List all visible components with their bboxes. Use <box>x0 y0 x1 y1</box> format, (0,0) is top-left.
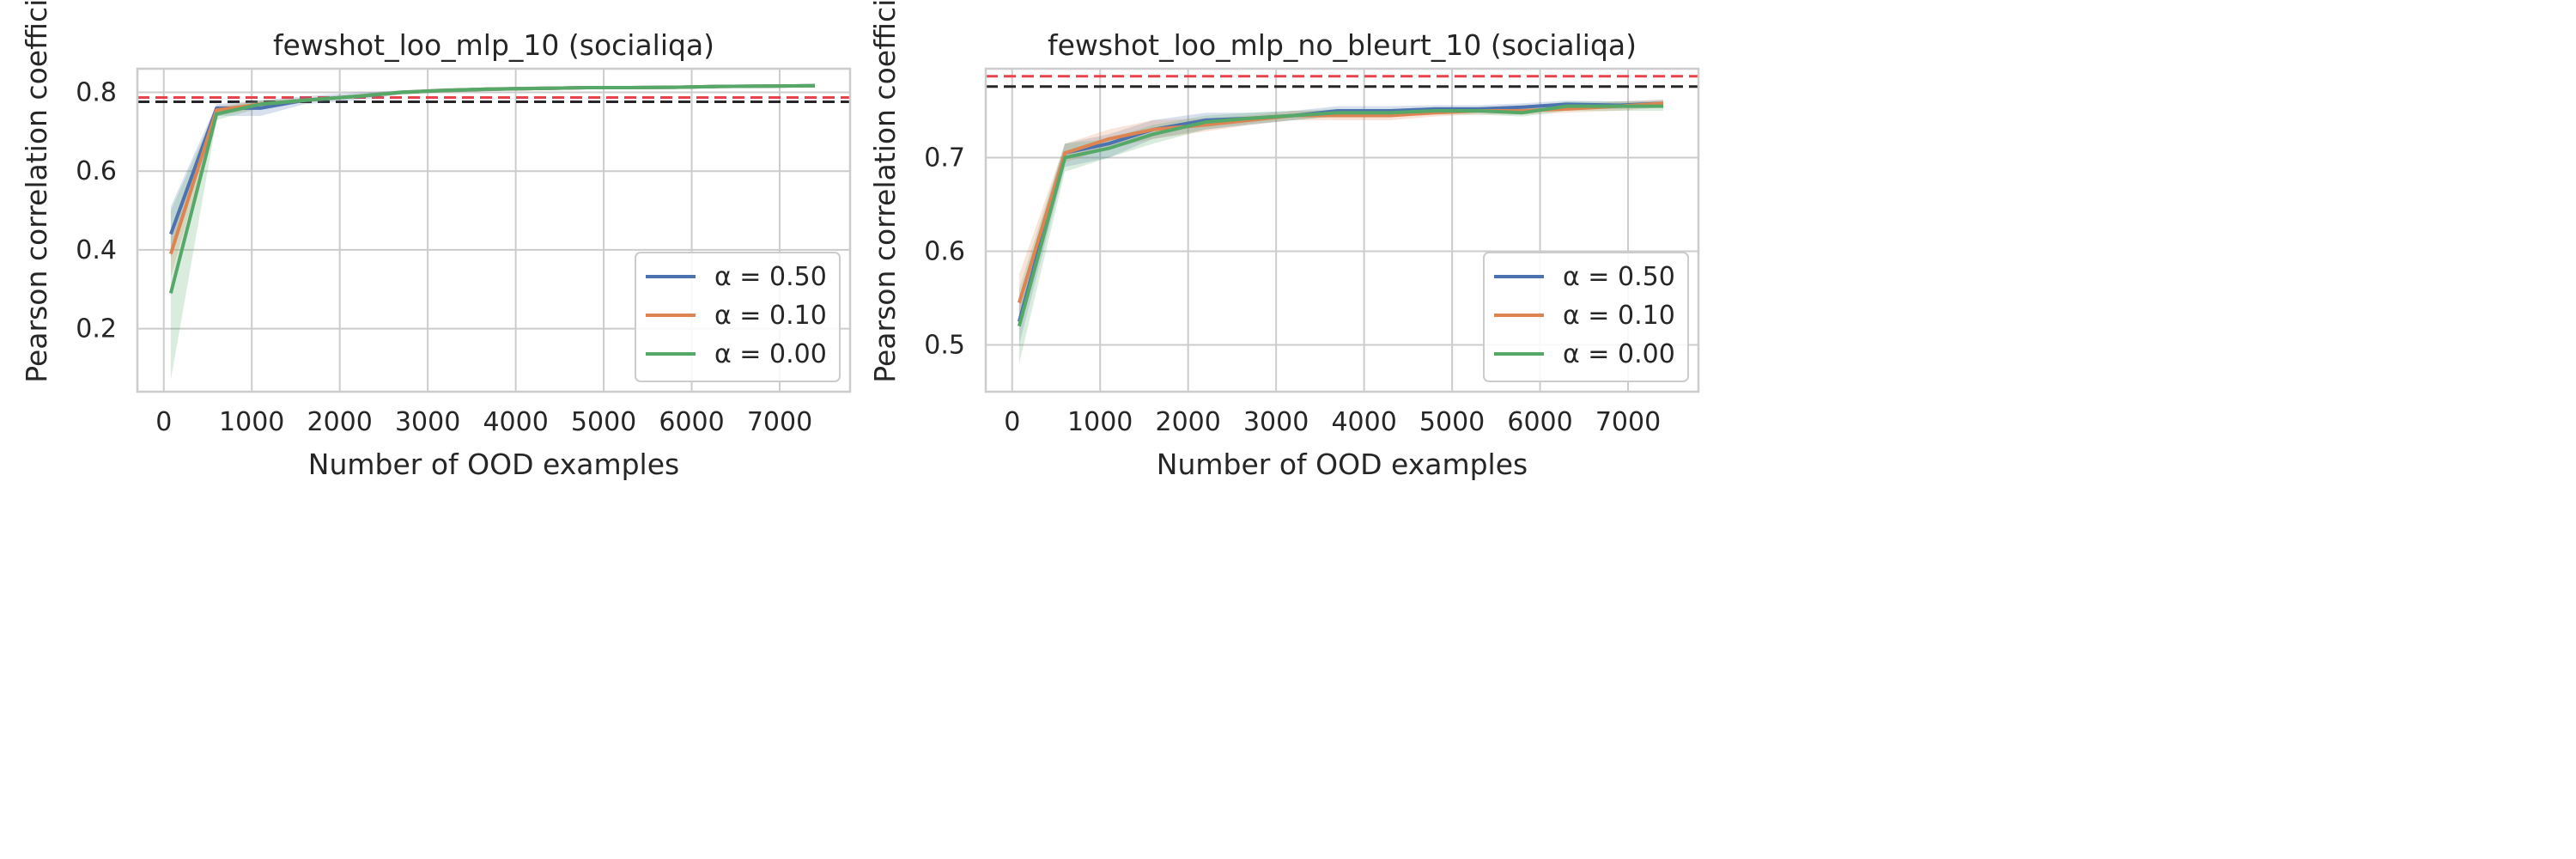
x-tick-label: 2000 <box>1155 407 1220 437</box>
x-tick-label: 7000 <box>747 407 812 437</box>
legend-label-1: α = 0.50 <box>714 262 827 292</box>
x-tick-label: 3000 <box>1243 407 1309 437</box>
y-tick-label: 0.7 <box>924 143 965 174</box>
series-line-1 <box>1017 101 1664 322</box>
x-tick-label: 6000 <box>659 407 724 437</box>
chart-title: fewshot_loo_mlp_10 (socialiqa) <box>273 28 714 62</box>
x-tick-label: 6000 <box>1507 407 1572 437</box>
legend-label-1: α = 0.50 <box>1563 262 1675 292</box>
legend-label-3: α = 0.00 <box>714 339 827 369</box>
plot-area <box>986 75 1698 364</box>
subplot-2: 0 1000 2000 3000 4000 5000 6000 7000 0.5 0.6 0.7 fe… <box>868 0 1700 481</box>
plot-area <box>137 83 850 381</box>
x-tick-label: 0 <box>1004 407 1020 437</box>
axes-frame <box>984 67 1700 393</box>
x-tick-label: 4000 <box>1331 407 1396 437</box>
legend: α = 0.50 α = 0.10 α = 0.00 <box>1483 252 1689 382</box>
legend-label-2: α = 0.10 <box>1563 301 1675 331</box>
y-axis-label: Pearson correlation coefficient (ρ <box>20 0 53 383</box>
confidence-band-3 <box>170 83 815 381</box>
x-tick-label: 4000 <box>483 407 548 437</box>
y-axis-label: Pearson correlation coefficient (ρ <box>868 0 902 383</box>
y-tick-label: 0.6 <box>76 156 117 186</box>
series-line-3 <box>1017 104 1663 327</box>
x-tick-label: 1000 <box>219 407 284 437</box>
y-tick-label: 0.8 <box>76 78 117 108</box>
legend-box <box>635 252 841 382</box>
x-axis-label: Number of OOD examples <box>308 448 679 481</box>
chart-title: fewshot_loo_mlp_no_bleurt_10 (socialiqa) <box>1048 28 1637 62</box>
series-line-1 <box>169 83 816 235</box>
y-tick-label: 0.6 <box>924 237 965 267</box>
legend-box <box>1483 252 1689 382</box>
legend-label-2: α = 0.10 <box>714 301 827 331</box>
x-axis-label: Number of OOD examples <box>1157 448 1528 481</box>
x-tick-label: 1000 <box>1067 407 1133 437</box>
series-line-3 <box>168 83 816 294</box>
subplot-1: 0 1000 2000 3000 4000 5000 6000 7000 0.2 0.4 0.6 0.… <box>20 0 852 481</box>
axes-frame <box>136 67 852 393</box>
legend-label-3: α = 0.00 <box>1563 339 1675 369</box>
x-tick-label: 0 <box>155 407 172 437</box>
legend: α = 0.50 α = 0.10 α = 0.00 <box>635 252 841 382</box>
x-tick-label: 5000 <box>571 407 636 437</box>
x-tick-label: 2000 <box>307 407 372 437</box>
x-tick-label: 7000 <box>1595 407 1661 437</box>
x-tick-label: 3000 <box>395 407 460 437</box>
y-tick-label: 0.2 <box>76 314 117 344</box>
x-tick-label: 5000 <box>1419 407 1485 437</box>
y-tick-label: 0.5 <box>924 331 965 361</box>
y-tick-label: 0.4 <box>76 235 117 265</box>
